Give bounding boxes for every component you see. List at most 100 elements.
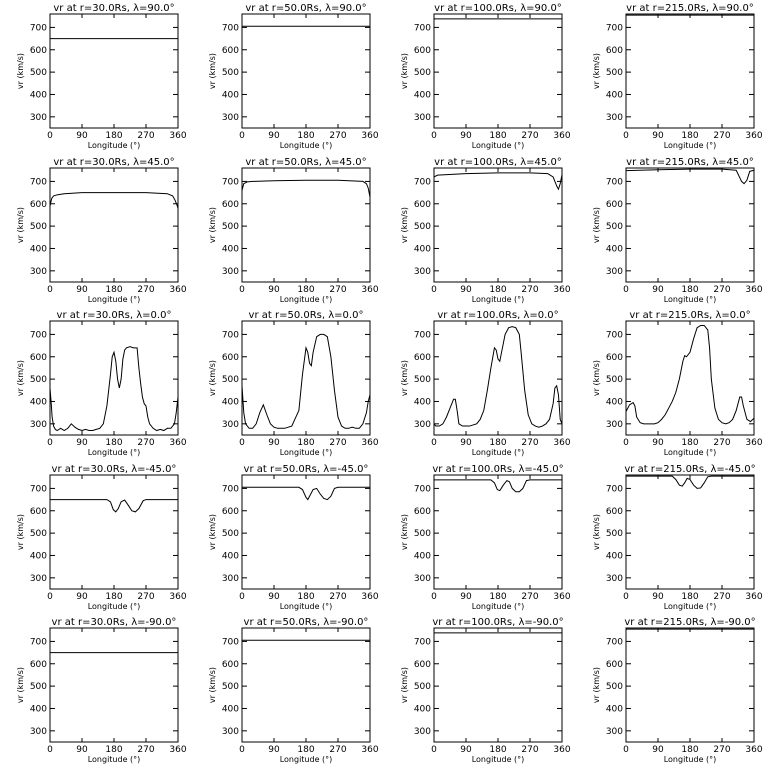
panel-title: vr at r=30.0Rs, λ=-45.0° [52,464,177,475]
x-tick-label: 0 [47,745,53,755]
y-tick-label: 700 [30,177,47,187]
y-tick-label: 300 [606,420,623,430]
x-tick-label: 180 [105,285,122,295]
y-tick-label: 500 [606,375,623,385]
x-tick-label: 90 [76,592,88,602]
x-tick-label: 0 [47,285,53,295]
x-tick-label: 0 [623,285,629,295]
y-tick-label: 400 [606,244,623,254]
y-tick-label: 500 [30,375,47,385]
x-axis-label: Longitude (°) [280,141,333,150]
plot-frame [433,13,563,129]
x-tick-label: 0 [431,285,437,295]
y-tick-label: 300 [222,574,239,584]
x-tick-label: 0 [431,592,437,602]
y-tick-label: 500 [222,683,239,693]
x-tick-label: 0 [239,438,245,448]
panel-plot: vr at r=100.0Rs, λ=90.0° 0 90 180 270 360 300 4… [400,3,571,150]
chart-panel: vr at r=50.0Rs, λ=0.0° 0 90 180 270 360 300 400… [192,307,384,461]
y-axis-label: vr (km/s) [16,360,25,396]
y-tick-label: 400 [222,705,239,715]
y-tick-label: 500 [222,375,239,385]
x-tick-label: 180 [681,592,698,602]
panel-title: vr at r=30.0Rs, λ=0.0° [57,310,172,321]
y-tick-label: 600 [606,353,623,363]
x-tick-label: 360 [553,438,570,448]
x-tick-label: 360 [361,131,378,141]
panel-plot: vr at r=50.0Rs, λ=90.0° 0 90 180 270 360 300 40… [208,3,379,150]
x-tick-label: 360 [169,285,186,295]
plot-frame [625,167,755,283]
x-tick-label: 180 [489,131,506,141]
y-tick-label: 600 [414,199,431,209]
x-tick-label: 90 [76,131,88,141]
x-tick-label: 180 [489,438,506,448]
x-tick-label: 270 [713,131,730,141]
x-tick-label: 360 [745,745,762,755]
y-tick-label: 700 [222,484,239,494]
y-tick-label: 600 [30,46,47,56]
chart-panel: vr at r=30.0Rs, λ=90.0° 0 90 180 270 360 300 40… [0,0,192,154]
y-axis-label: vr (km/s) [208,667,217,703]
chart-panel: vr at r=30.0Rs, λ=45.0° 0 90 180 270 360 300 40… [0,154,192,308]
y-axis-label: vr (km/s) [400,53,409,89]
x-tick-label: 360 [745,285,762,295]
x-tick-label: 180 [105,592,122,602]
y-tick-label: 700 [606,177,623,187]
y-tick-label: 600 [30,353,47,363]
y-tick-label: 400 [414,244,431,254]
series-line [241,334,371,429]
y-tick-label: 400 [606,398,623,408]
x-tick-label: 90 [652,592,664,602]
y-tick-label: 500 [606,222,623,232]
y-tick-label: 700 [414,177,431,187]
series-line [433,172,563,191]
y-tick-label: 700 [30,638,47,648]
y-tick-label: 300 [30,266,47,276]
y-tick-label: 300 [414,420,431,430]
y-tick-label: 300 [606,574,623,584]
x-tick-label: 360 [361,285,378,295]
y-tick-label: 600 [414,353,431,363]
y-tick-label: 600 [606,660,623,670]
plot-frame [625,320,755,436]
panel-plot: vr at r=215.0Rs, λ=-45.0° 0 90 180 270 360 300… [592,464,763,611]
x-axis-label: Longitude (°) [88,448,141,457]
y-tick-label: 300 [414,266,431,276]
y-tick-label: 700 [606,484,623,494]
series-line [50,498,178,513]
x-tick-label: 90 [460,285,472,295]
y-tick-label: 700 [30,484,47,494]
x-tick-label: 0 [47,592,53,602]
x-tick-label: 0 [47,131,53,141]
x-tick-label: 270 [713,745,730,755]
x-axis-label: Longitude (°) [88,602,141,611]
chart-panel: vr at r=215.0Rs, λ=90.0° 0 90 180 270 360 300 4… [576,0,768,154]
panel-plot: vr at r=50.0Rs, λ=45.0° 0 90 180 270 360 300 40… [208,157,379,304]
x-axis-label: Longitude (°) [88,755,141,764]
plot-frame [241,320,371,436]
x-tick-label: 90 [460,131,472,141]
y-tick-label: 700 [222,638,239,648]
x-axis-label: Longitude (°) [472,448,525,457]
x-tick-label: 90 [652,745,664,755]
y-tick-label: 300 [414,727,431,737]
plot-frame [433,320,563,436]
chart-panel: vr at r=100.0Rs, λ=-90.0° 0 90 180 270 360 300… [384,614,576,768]
series-line [242,486,370,501]
panel-plot: vr at r=30.0Rs, λ=-90.0° 0 90 180 270 360 300 4… [16,617,187,764]
x-tick-label: 360 [169,131,186,141]
x-tick-label: 0 [239,592,245,602]
x-tick-label: 270 [521,745,538,755]
chart-panel: vr at r=30.0Rs, λ=-90.0° 0 90 180 270 360 300 4… [0,614,192,768]
y-tick-label: 400 [222,551,239,561]
y-axis-label: vr (km/s) [592,53,601,89]
y-axis-label: vr (km/s) [16,207,25,243]
x-tick-label: 270 [329,438,346,448]
panel-plot: vr at r=30.0Rs, λ=0.0° 0 90 180 270 360 300 400… [16,310,187,457]
y-tick-label: 500 [414,68,431,78]
panel-plot: vr at r=50.0Rs, λ=-90.0° 0 90 180 270 360 300 4… [208,617,379,764]
chart-panel: vr at r=100.0Rs, λ=0.0° 0 90 180 270 360 300 40… [384,307,576,461]
y-tick-label: 700 [606,23,623,33]
y-tick-label: 300 [414,113,431,123]
